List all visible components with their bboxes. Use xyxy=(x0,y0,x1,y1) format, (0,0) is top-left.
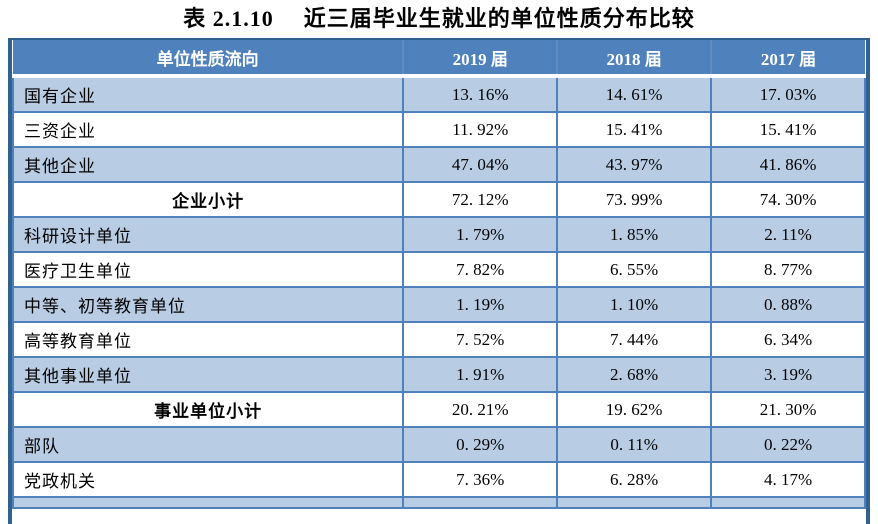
table-row: 部队 0. 29% 0. 11% 0. 22% xyxy=(12,426,866,463)
partial-row-clipped xyxy=(12,496,866,509)
row-value-2018: 73. 99% xyxy=(556,181,713,218)
row-value-2018: 43. 97% xyxy=(556,146,713,183)
row-value-2019: 11. 92% xyxy=(402,111,559,148)
row-value-2017: 0. 22% xyxy=(710,426,866,463)
row-value-2019: 13. 16% xyxy=(402,75,559,113)
row-label: 中等、初等教育单位 xyxy=(12,286,405,323)
row-value-2018: 7. 44% xyxy=(556,321,713,358)
row-value-2017: 6. 34% xyxy=(710,321,866,358)
row-value-2019: 0. 29% xyxy=(402,426,559,463)
row-value-2019: 20. 21% xyxy=(402,391,559,428)
row-value-2017: 74. 30% xyxy=(710,181,866,218)
table-caption: 表 2.1.10 近三届毕业生就业的单位性质分布比较 xyxy=(0,0,878,32)
table-container: 单位性质流向 2019 届 2018 届 2017 届 国有企业 13. 16%… xyxy=(8,38,870,524)
row-value-2017: 4. 17% xyxy=(710,461,866,498)
table-row: 中等、初等教育单位 1. 19% 1. 10% 0. 88% xyxy=(12,286,866,323)
row-value-2017 xyxy=(710,496,866,509)
row-value-2019: 7. 36% xyxy=(402,461,559,498)
row-label: 国有企业 xyxy=(12,75,405,113)
row-value-2019: 1. 19% xyxy=(402,286,559,323)
row-label: 医疗卫生单位 xyxy=(12,251,405,288)
row-value-2017: 2. 11% xyxy=(710,216,866,253)
header-row: 单位性质流向 2019 届 2018 届 2017 届 xyxy=(13,40,865,78)
row-value-2017: 8. 77% xyxy=(710,251,866,288)
table-row: 党政机关 7. 36% 6. 28% 4. 17% xyxy=(12,461,866,498)
row-label xyxy=(12,496,405,509)
row-label: 高等教育单位 xyxy=(12,321,405,358)
row-value-2018: 14. 61% xyxy=(556,75,713,113)
row-value-2019: 7. 52% xyxy=(402,321,559,358)
row-label: 党政机关 xyxy=(12,461,405,498)
row-value-2018: 19. 62% xyxy=(556,391,713,428)
row-value-2019: 7. 82% xyxy=(402,251,559,288)
header-2017: 2017 届 xyxy=(711,40,865,78)
row-value-2018: 6. 28% xyxy=(556,461,713,498)
row-value-2017: 21. 30% xyxy=(710,391,866,428)
header-2018: 2018 届 xyxy=(557,40,713,78)
row-value-2018: 1. 85% xyxy=(556,216,713,253)
row-value-2018: 6. 55% xyxy=(556,251,713,288)
table-row: 医疗卫生单位 7. 82% 6. 55% 8. 77% xyxy=(12,251,866,288)
row-label: 其他企业 xyxy=(12,146,405,183)
table-row: 三资企业 11. 92% 15. 41% 15. 41% xyxy=(12,111,866,148)
row-value-2019 xyxy=(402,496,559,509)
row-value-2018: 15. 41% xyxy=(556,111,713,148)
table-row: 企业小计 72. 12% 73. 99% 74. 30% xyxy=(12,181,866,218)
row-label: 三资企业 xyxy=(12,111,405,148)
table-title-text: 近三届毕业生就业的单位性质分布比较 xyxy=(303,6,695,31)
unit-nature-table: 单位性质流向 2019 届 2018 届 2017 届 国有企业 13. 16%… xyxy=(12,40,866,509)
table-body: 国有企业 13. 16% 14. 61% 17. 03% 三资企业 11. 92… xyxy=(12,75,866,509)
table-row: 其他企业 47. 04% 43. 97% 41. 86% xyxy=(12,146,866,183)
table-row: 事业单位小计 20. 21% 19. 62% 21. 30% xyxy=(12,391,866,428)
row-value-2018: 2. 68% xyxy=(556,356,713,393)
header-2019: 2019 届 xyxy=(403,40,559,78)
row-value-2019: 72. 12% xyxy=(402,181,559,218)
table-row: 国有企业 13. 16% 14. 61% 17. 03% xyxy=(12,75,866,113)
row-value-2019: 1. 91% xyxy=(402,356,559,393)
row-label: 企业小计 xyxy=(12,181,405,218)
row-value-2017: 3. 19% xyxy=(710,356,866,393)
row-value-2019: 47. 04% xyxy=(402,146,559,183)
row-label: 部队 xyxy=(12,426,405,463)
row-value-2017: 0. 88% xyxy=(710,286,866,323)
header-unit-nature: 单位性质流向 xyxy=(13,40,405,78)
row-value-2017: 41. 86% xyxy=(710,146,866,183)
table-number: 表 2.1.10 xyxy=(183,6,274,31)
table-row: 其他事业单位 1. 91% 2. 68% 3. 19% xyxy=(12,356,866,393)
table-header: 单位性质流向 2019 届 2018 届 2017 届 xyxy=(13,40,865,78)
row-value-2018: 1. 10% xyxy=(556,286,713,323)
row-value-2019: 1. 79% xyxy=(402,216,559,253)
table-row: 科研设计单位 1. 79% 1. 85% 2. 11% xyxy=(12,216,866,253)
row-label: 事业单位小计 xyxy=(12,391,405,428)
row-value-2017: 17. 03% xyxy=(710,75,866,113)
row-label: 科研设计单位 xyxy=(12,216,405,253)
row-value-2018: 0. 11% xyxy=(556,426,713,463)
row-value-2017: 15. 41% xyxy=(710,111,866,148)
row-value-2018 xyxy=(556,496,713,509)
row-label: 其他事业单位 xyxy=(12,356,405,393)
table-row: 高等教育单位 7. 52% 7. 44% 6. 34% xyxy=(12,321,866,358)
